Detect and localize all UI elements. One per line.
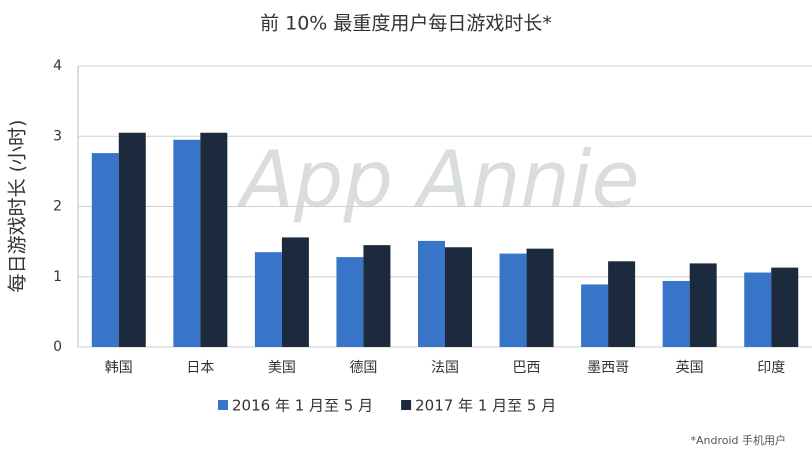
- bar: [445, 247, 472, 347]
- y-axis-title: 每日游戏时长 (小时): [7, 120, 29, 293]
- x-tick-label: 印度: [757, 360, 785, 376]
- bar: [744, 272, 772, 347]
- legend-swatch: [401, 400, 412, 410]
- bar: [91, 153, 119, 347]
- bar: [499, 253, 527, 347]
- bar: [526, 248, 554, 347]
- bar: [173, 139, 201, 347]
- bar: [281, 237, 309, 347]
- x-tick-label: 德国: [349, 360, 377, 376]
- x-tick-label: 巴西: [513, 360, 541, 376]
- watermark: App Annie: [235, 135, 639, 225]
- bar: [689, 263, 717, 347]
- bar: [608, 261, 636, 347]
- y-tick-label: 2: [53, 199, 62, 215]
- x-tick-label: 美国: [268, 360, 296, 376]
- y-tick-label: 0: [53, 339, 62, 355]
- bar: [418, 240, 445, 347]
- legend-label: 2016 年 1 月至 5 月: [232, 397, 373, 415]
- y-tick-label: 4: [53, 58, 62, 74]
- legend-swatch: [218, 400, 228, 410]
- bar: [200, 132, 228, 347]
- x-tick-label: 墨西哥: [587, 360, 629, 376]
- y-tick-label: 3: [53, 128, 62, 144]
- bar: [118, 132, 146, 347]
- x-tick-label: 韩国: [105, 360, 133, 376]
- chart-title: 前 10% 最重度用户每日游戏时长*: [260, 13, 552, 35]
- bar: [581, 284, 609, 347]
- bar: [662, 280, 690, 347]
- x-tick-label: 法国: [431, 360, 459, 376]
- x-tick-label: 日本: [186, 360, 214, 376]
- bar: [771, 267, 799, 347]
- bar: [363, 245, 391, 347]
- legend-label: 2017 年 1 月至 5 月: [415, 397, 556, 415]
- bar: [254, 252, 282, 347]
- footnote: *Android 手机用户: [690, 433, 786, 447]
- bar: [336, 257, 364, 347]
- x-tick-label: 英国: [676, 359, 704, 376]
- y-tick-label: 1: [53, 269, 62, 285]
